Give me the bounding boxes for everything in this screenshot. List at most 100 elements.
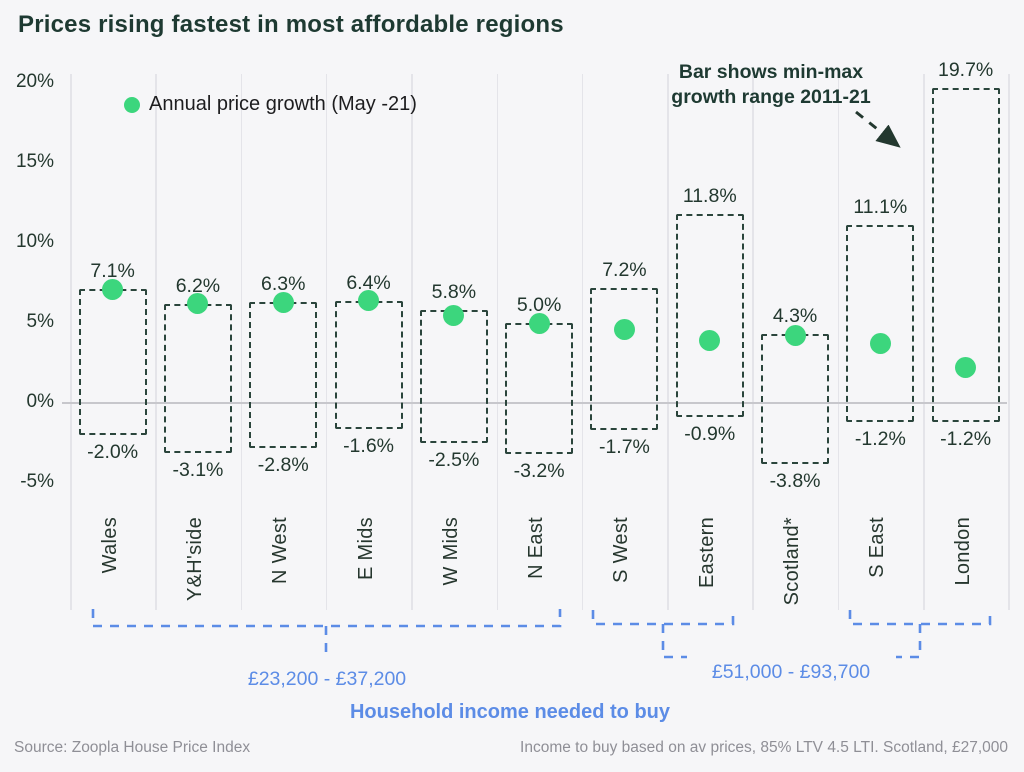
x-axis-label-text: London — [951, 517, 974, 586]
gridline — [1008, 74, 1010, 610]
gridline — [240, 74, 243, 610]
max-value-label: 4.3% — [772, 305, 818, 328]
income-bracket-mid-tick — [661, 624, 687, 659]
annotation-arrow — [855, 110, 901, 148]
income-bracket-left — [91, 609, 562, 628]
growth-dot — [358, 290, 380, 312]
x-axis-label-text: N East — [525, 517, 548, 579]
gridline — [325, 74, 328, 610]
range-bar — [78, 289, 147, 435]
max-value-label: 7.1% — [90, 260, 135, 283]
x-axis-label: N East — [525, 517, 553, 584]
y-tick-label: 5% — [26, 311, 54, 332]
range-annotation: Bar shows min-max growth range 2011-21 — [626, 60, 916, 110]
x-axis-label-text: Scotland* — [781, 517, 804, 606]
chart-title: Prices rising fastest in most affordable… — [18, 11, 564, 38]
range-annotation-line2: growth range 2011-21 — [671, 85, 871, 108]
x-axis-label: London — [952, 517, 980, 591]
max-value-label: 7.2% — [602, 258, 647, 281]
min-value-label: -2.5% — [428, 449, 480, 471]
gridline — [667, 74, 669, 610]
range-bar — [590, 287, 659, 431]
x-axis-label-text: S West — [610, 517, 633, 583]
range-bar — [761, 334, 830, 464]
growth-dot — [528, 312, 550, 334]
range-bar — [675, 214, 744, 418]
min-value-label: -0.9% — [684, 423, 736, 446]
y-tick-label: 10% — [15, 231, 54, 252]
growth-dot — [613, 318, 635, 340]
gridline — [411, 74, 413, 610]
x-axis-label-text: Wales — [98, 517, 121, 574]
legend: Annual price growth (May -21) — [124, 93, 417, 116]
growth-dot — [699, 330, 721, 352]
income-bracket-label-high: £51,000 - £93,700 — [711, 661, 871, 683]
footer-source: Source: Zoopla House Price Index — [14, 739, 251, 756]
y-tick-label: -5% — [20, 471, 54, 492]
legend-dot-icon — [124, 96, 140, 113]
x-axis-label-text: W Mids — [439, 517, 462, 586]
x-axis-label-text: Eastern — [695, 517, 718, 589]
x-axis-label-text: Y&H'side — [183, 517, 206, 602]
growth-dot — [955, 357, 977, 379]
min-value-label: -3.1% — [172, 458, 224, 481]
gridline — [70, 74, 72, 610]
x-axis-label: W Mids — [440, 517, 468, 590]
zero-axis-line — [62, 402, 1007, 404]
min-value-label: -1.2% — [854, 428, 906, 451]
range-bar — [163, 303, 232, 453]
min-value-label: -1.7% — [598, 436, 650, 459]
y-tick-label: 20% — [15, 71, 54, 92]
gridline — [496, 74, 498, 610]
range-bar — [846, 225, 915, 423]
min-value-label: -3.2% — [513, 460, 565, 483]
range-bar — [334, 300, 403, 429]
max-value-label: 11.8% — [682, 185, 737, 208]
range-bar — [505, 323, 574, 455]
x-axis-label-text: S East — [866, 517, 889, 578]
x-axis-label: S East — [866, 517, 894, 583]
gridline — [581, 74, 584, 610]
income-bracket-right-tick — [896, 624, 922, 659]
range-annotation-line1: Bar shows min-max — [678, 61, 864, 83]
max-value-label: 19.7% — [937, 58, 994, 81]
income-bracket-right — [848, 610, 992, 626]
min-value-label: -1.2% — [940, 428, 992, 451]
growth-dot — [784, 325, 806, 347]
x-axis-label: E Mids — [355, 517, 383, 585]
growth-dot — [272, 291, 294, 313]
footer-note: Income to buy based on av prices, 85% LT… — [520, 739, 1008, 756]
legend-label: Annual price growth (May -21) — [149, 93, 417, 115]
min-value-label: -3.8% — [769, 469, 821, 492]
x-axis-label: Eastern — [696, 517, 724, 593]
gridline — [155, 74, 157, 610]
max-value-label: 6.2% — [175, 274, 221, 297]
x-axis-label-text: N West — [269, 517, 292, 584]
growth-dot — [869, 333, 891, 355]
min-value-label: -1.6% — [343, 434, 395, 457]
x-axis-label: Y&H'side — [184, 517, 212, 606]
max-value-label: 5.0% — [516, 294, 562, 316]
y-tick-label: 0% — [26, 391, 54, 412]
x-axis-label: Scotland* — [781, 517, 809, 610]
max-value-label: 11.1% — [853, 196, 908, 219]
range-bar — [931, 87, 1000, 423]
gridline — [837, 74, 840, 610]
growth-dot — [187, 293, 209, 315]
gridline — [752, 74, 754, 610]
growth-dot — [443, 304, 465, 326]
growth-dot — [102, 278, 124, 300]
range-bar — [419, 310, 488, 443]
x-axis-label: Wales — [99, 517, 127, 578]
range-bar — [249, 302, 318, 448]
max-value-label: 6.3% — [261, 273, 306, 296]
income-bracket-label-low: £23,200 - £37,200 — [247, 668, 407, 690]
x-axis-label: N West — [269, 517, 297, 589]
income-bracket-mid — [591, 610, 735, 626]
max-value-label: 5.8% — [431, 281, 477, 304]
xaxis-caption: Household income needed to buy — [349, 701, 671, 723]
gridline — [923, 74, 925, 610]
min-value-label: -2.0% — [87, 441, 139, 463]
max-value-label: 6.4% — [346, 271, 391, 294]
